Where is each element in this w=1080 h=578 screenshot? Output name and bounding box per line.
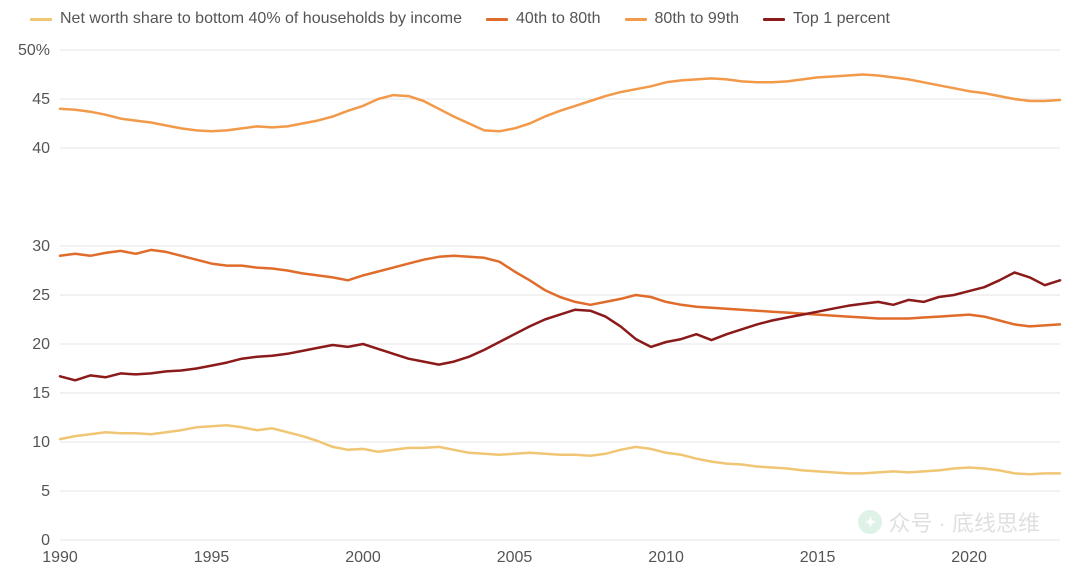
y-axis-labels: 0 5 10 15 20 25 30 40 45 50%	[18, 42, 50, 549]
y-tick-label: 45	[32, 91, 50, 108]
x-tick-label: 1995	[194, 549, 230, 566]
y-tick-label: 5	[41, 483, 50, 500]
series-80_99	[60, 75, 1060, 132]
chart-container: Net worth share to bottom 40% of househo…	[0, 0, 1080, 578]
grid	[60, 50, 1060, 540]
y-tick-label: 10	[32, 434, 50, 451]
y-tick-label: 0	[41, 532, 50, 549]
x-tick-label: 1990	[42, 549, 78, 566]
x-tick-label: 2020	[951, 549, 987, 566]
y-tick-label: 30	[32, 238, 50, 255]
y-tick-label: 25	[32, 287, 50, 304]
x-tick-label: 2010	[648, 549, 684, 566]
x-tick-label: 2000	[345, 549, 381, 566]
series-group	[60, 75, 1060, 475]
series-bottom_40	[60, 425, 1060, 474]
x-tick-label: 2005	[497, 549, 533, 566]
x-axis-labels: 1990 1995 2000 2005 2010 2015 2020	[42, 549, 987, 566]
y-tick-label: 50%	[18, 42, 50, 59]
y-tick-label: 40	[32, 140, 50, 157]
chart-svg: 0 5 10 15 20 25 30 40 45 50% 1990 1995 2000 2005 2010…	[0, 0, 1080, 578]
y-tick-label: 20	[32, 336, 50, 353]
series-top_1	[60, 273, 1060, 381]
x-tick-label: 2015	[800, 549, 836, 566]
y-tick-label: 15	[32, 385, 50, 402]
